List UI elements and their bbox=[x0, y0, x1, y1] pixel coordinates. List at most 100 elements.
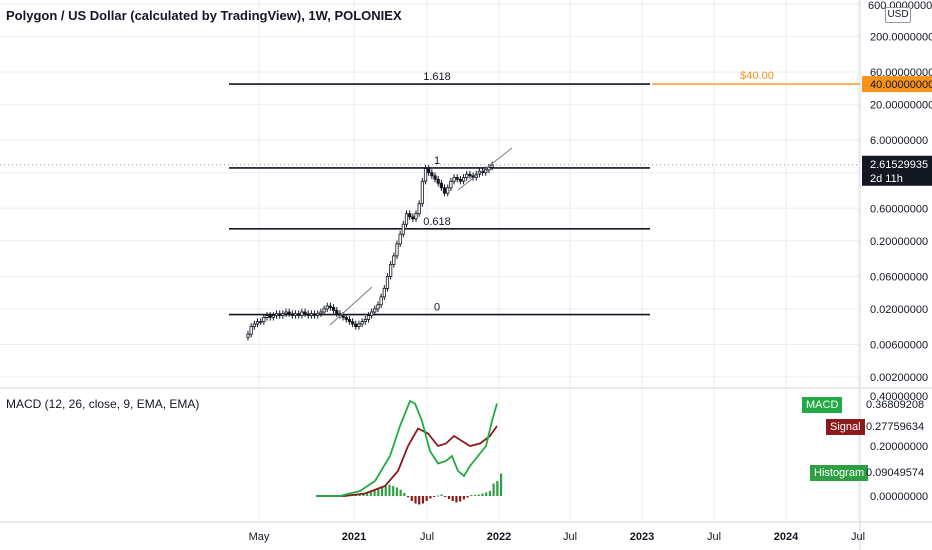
candle-body bbox=[281, 313, 285, 316]
candle-body bbox=[446, 187, 450, 194]
candle-body bbox=[430, 172, 434, 177]
macd-histogram-bar bbox=[399, 489, 402, 496]
target-axis-tag-text: 40.00000000 bbox=[870, 79, 932, 91]
candle-body bbox=[411, 216, 415, 220]
candle-body bbox=[312, 313, 317, 316]
trend-line bbox=[329, 286, 373, 326]
currency-badge[interactable]: USD bbox=[885, 7, 911, 23]
price-axis-label: 0.60000000 bbox=[870, 203, 928, 215]
macd-histogram-bar bbox=[470, 495, 473, 496]
fib-level-label: 1.618 bbox=[423, 71, 451, 83]
signal-legend-tag: Signal bbox=[826, 419, 865, 435]
candle-body bbox=[300, 311, 304, 316]
trend-line bbox=[457, 147, 513, 191]
candles-group bbox=[246, 161, 494, 341]
candle-body bbox=[309, 313, 314, 316]
price-axis-label: 0.06000000 bbox=[870, 271, 928, 283]
candle-body bbox=[347, 319, 352, 323]
price-axis-label: 0.00600000 bbox=[870, 340, 928, 352]
candle-body bbox=[341, 315, 345, 318]
candle-body bbox=[395, 243, 399, 257]
time-axis-label: 2022 bbox=[487, 531, 511, 543]
macd-histogram-bar bbox=[388, 484, 391, 496]
candle-body bbox=[306, 313, 310, 316]
macd-histogram-bar bbox=[473, 495, 477, 496]
candle-body bbox=[325, 305, 329, 310]
macd-histogram-bar bbox=[492, 483, 495, 496]
candle-body bbox=[389, 264, 393, 277]
macd-histogram-bar bbox=[380, 487, 384, 496]
macd-legend-value: 0.36809208 bbox=[866, 399, 925, 411]
candle-body bbox=[408, 213, 412, 218]
macd-axis-label: 0.40000000 bbox=[870, 391, 928, 403]
candle-body bbox=[471, 175, 475, 178]
candle-body bbox=[484, 169, 488, 174]
price-axis-label: 0.02000000 bbox=[870, 304, 928, 316]
candle-body bbox=[278, 313, 282, 316]
macd-histogram-bar bbox=[477, 494, 480, 496]
time-axis-label: Jul bbox=[563, 531, 577, 543]
macd-histogram-bar bbox=[462, 496, 465, 500]
macd-indicator-title[interactable]: MACD (12, 26, close, 9, EMA, EMA) bbox=[6, 397, 200, 411]
last-price-countdown: 2d 11h bbox=[870, 173, 903, 185]
macd-histogram-bar bbox=[377, 489, 380, 496]
candle-body bbox=[490, 164, 494, 168]
candle-body bbox=[398, 233, 402, 245]
candle-body bbox=[331, 307, 336, 311]
candle-body bbox=[461, 177, 466, 182]
macd-histogram-bar bbox=[410, 496, 413, 501]
chart-title: Polygon / US Dollar (calculated by Tradi… bbox=[6, 8, 402, 23]
candle-body bbox=[259, 321, 263, 324]
candle-body bbox=[274, 313, 279, 316]
signal-legend-value: 0.27759634 bbox=[866, 421, 925, 433]
macd-histogram-bar bbox=[440, 494, 443, 496]
histogram-legend-value: 0.09049574 bbox=[866, 467, 925, 479]
candle-body bbox=[335, 310, 339, 315]
macd-histogram-bar bbox=[366, 492, 369, 496]
macd-histogram-bar bbox=[418, 496, 421, 505]
candle-body bbox=[328, 305, 333, 308]
candle-body bbox=[360, 321, 364, 325]
price-axis-label: 20.00000000 bbox=[870, 100, 932, 112]
candle-body bbox=[366, 315, 371, 320]
candle-body bbox=[268, 315, 272, 318]
candle-body bbox=[417, 203, 421, 215]
last-price-value: 2.61529935 bbox=[870, 159, 928, 171]
macd-histogram-bar bbox=[414, 496, 417, 504]
macd-histogram-bar bbox=[403, 493, 406, 496]
macd-histogram-bar bbox=[488, 491, 491, 496]
target-axis-tag bbox=[862, 76, 932, 93]
candle-body bbox=[284, 311, 288, 315]
price-axis-label: 6.00000000 bbox=[870, 135, 928, 147]
time-axis-label: Jul bbox=[851, 531, 865, 543]
candle-body bbox=[382, 287, 386, 298]
candle-body bbox=[385, 276, 390, 289]
candle-body bbox=[373, 308, 377, 313]
macd-histogram-bar bbox=[451, 496, 454, 501]
candle-body bbox=[262, 317, 266, 323]
price-axis-label: 0.20000000 bbox=[870, 236, 928, 248]
macd-histogram-bar bbox=[406, 496, 410, 498]
candle-body bbox=[439, 182, 443, 189]
candle-body bbox=[322, 308, 326, 313]
candle-body bbox=[458, 178, 462, 182]
target-line-label: $40.00 bbox=[740, 70, 774, 82]
candle-body bbox=[376, 304, 380, 310]
candle-body bbox=[363, 319, 367, 323]
macd-histogram-bar bbox=[499, 473, 503, 496]
candle-body bbox=[246, 333, 250, 338]
price-axis-label: 600.00000000 bbox=[868, 0, 932, 12]
time-axis-label: Jul bbox=[707, 531, 721, 543]
time-axis-label: 2023 bbox=[630, 531, 654, 543]
candle-body bbox=[357, 323, 361, 327]
candle-body bbox=[468, 173, 472, 177]
macd-signal-line bbox=[316, 425, 498, 497]
price-axis-label: 200.00000000 bbox=[870, 31, 932, 43]
macd-histogram-bar bbox=[455, 496, 458, 503]
macd-histogram-bar bbox=[444, 496, 447, 497]
candle-body bbox=[354, 323, 358, 327]
candle-body bbox=[303, 311, 307, 315]
candle-body bbox=[271, 315, 275, 318]
